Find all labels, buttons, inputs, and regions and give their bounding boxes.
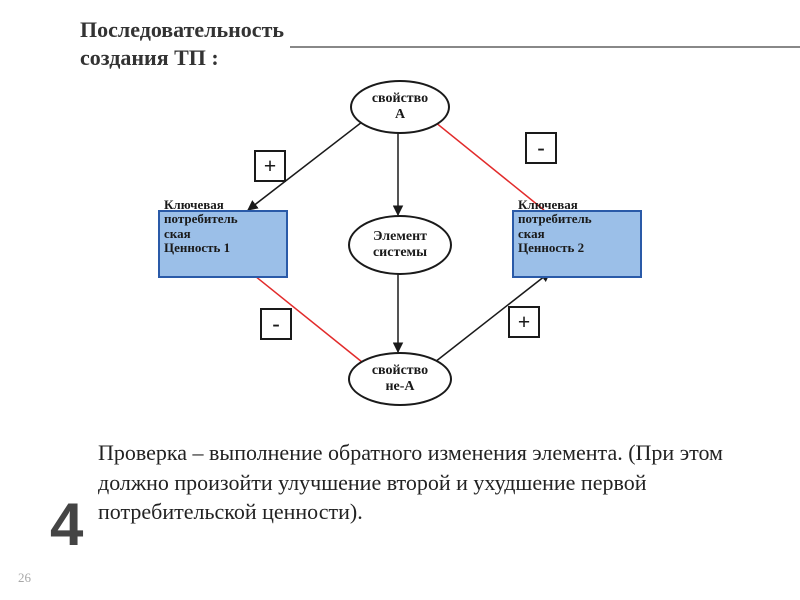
- step-number: 4: [50, 490, 83, 559]
- sign-minus-bl-symbol: -: [272, 311, 279, 337]
- title-line1: Последовательность: [80, 17, 284, 42]
- slide: Последовательность создания ТП : с: [0, 0, 800, 600]
- node-property-a: свойствоА: [350, 80, 450, 134]
- slide-title: Последовательность создания ТП :: [80, 16, 284, 71]
- sign-plus-br-symbol: +: [518, 309, 531, 335]
- node-property-not-a: свойствоне-А: [348, 352, 452, 406]
- title-rule: [290, 46, 800, 48]
- body-text: Проверка – выполнение обратного изменени…: [98, 438, 770, 527]
- node-property-a-label: свойствоА: [372, 91, 428, 123]
- sign-plus-tl-symbol: +: [264, 153, 277, 179]
- node-system-element: Элементсистемы: [348, 215, 452, 275]
- node-value-2-label: КлючеваяпотребительскаяЦенность 2: [518, 198, 648, 255]
- sign-minus-bl: -: [260, 308, 292, 340]
- sign-plus-br: +: [508, 306, 540, 338]
- sign-minus-tr-symbol: -: [537, 135, 544, 161]
- diagram: свойствоА Элементсистемы свойствоне-А Кл…: [130, 80, 670, 410]
- sign-plus-tl: +: [254, 150, 286, 182]
- sign-minus-tr: -: [525, 132, 557, 164]
- node-value-1-label: КлючеваяпотребительскаяЦенность 1: [164, 198, 294, 255]
- node-property-not-a-label: свойствоне-А: [372, 363, 428, 395]
- title-line2: создания ТП :: [80, 45, 219, 70]
- node-system-element-label: Элементсистемы: [373, 229, 427, 261]
- page-number: 26: [18, 570, 31, 586]
